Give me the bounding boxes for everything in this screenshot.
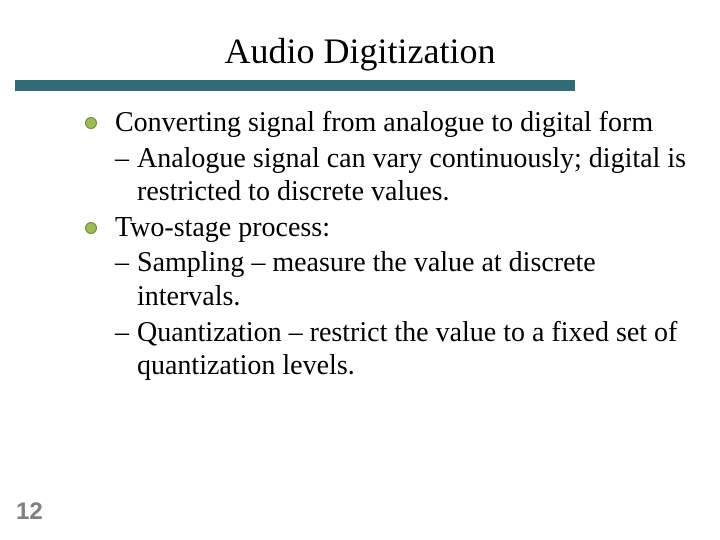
slide-title: Audio Digitization (225, 30, 496, 72)
title-area: Audio Digitization (0, 0, 720, 80)
dash-icon: – (115, 142, 129, 176)
sub-item: – Quantization – restrict the value to a… (115, 316, 700, 383)
dash-icon: – (115, 316, 129, 350)
sub-text: Analogue signal can vary continuously; d… (137, 142, 700, 209)
title-underline (15, 80, 575, 91)
slide: Audio Digitization Converting signal fro… (0, 0, 720, 540)
sub-text: Quantization – restrict the value to a f… (137, 316, 700, 383)
sub-item: – Analogue signal can vary continuously;… (115, 142, 700, 209)
bullet-text: Two-stage process: (115, 211, 700, 245)
dash-icon: – (115, 246, 129, 280)
slide-content: Converting signal from analogue to digit… (85, 106, 700, 385)
page-number: 12 (16, 498, 43, 526)
sub-item: – Sampling – measure the value at discre… (115, 246, 700, 313)
sub-text: Sampling – measure the value at discrete… (137, 246, 700, 313)
bullet-icon (85, 222, 97, 234)
bullet-item: Two-stage process: (85, 211, 700, 245)
bullet-item: Converting signal from analogue to digit… (85, 106, 700, 140)
bullet-icon (85, 117, 97, 129)
bullet-text: Converting signal from analogue to digit… (115, 106, 700, 140)
